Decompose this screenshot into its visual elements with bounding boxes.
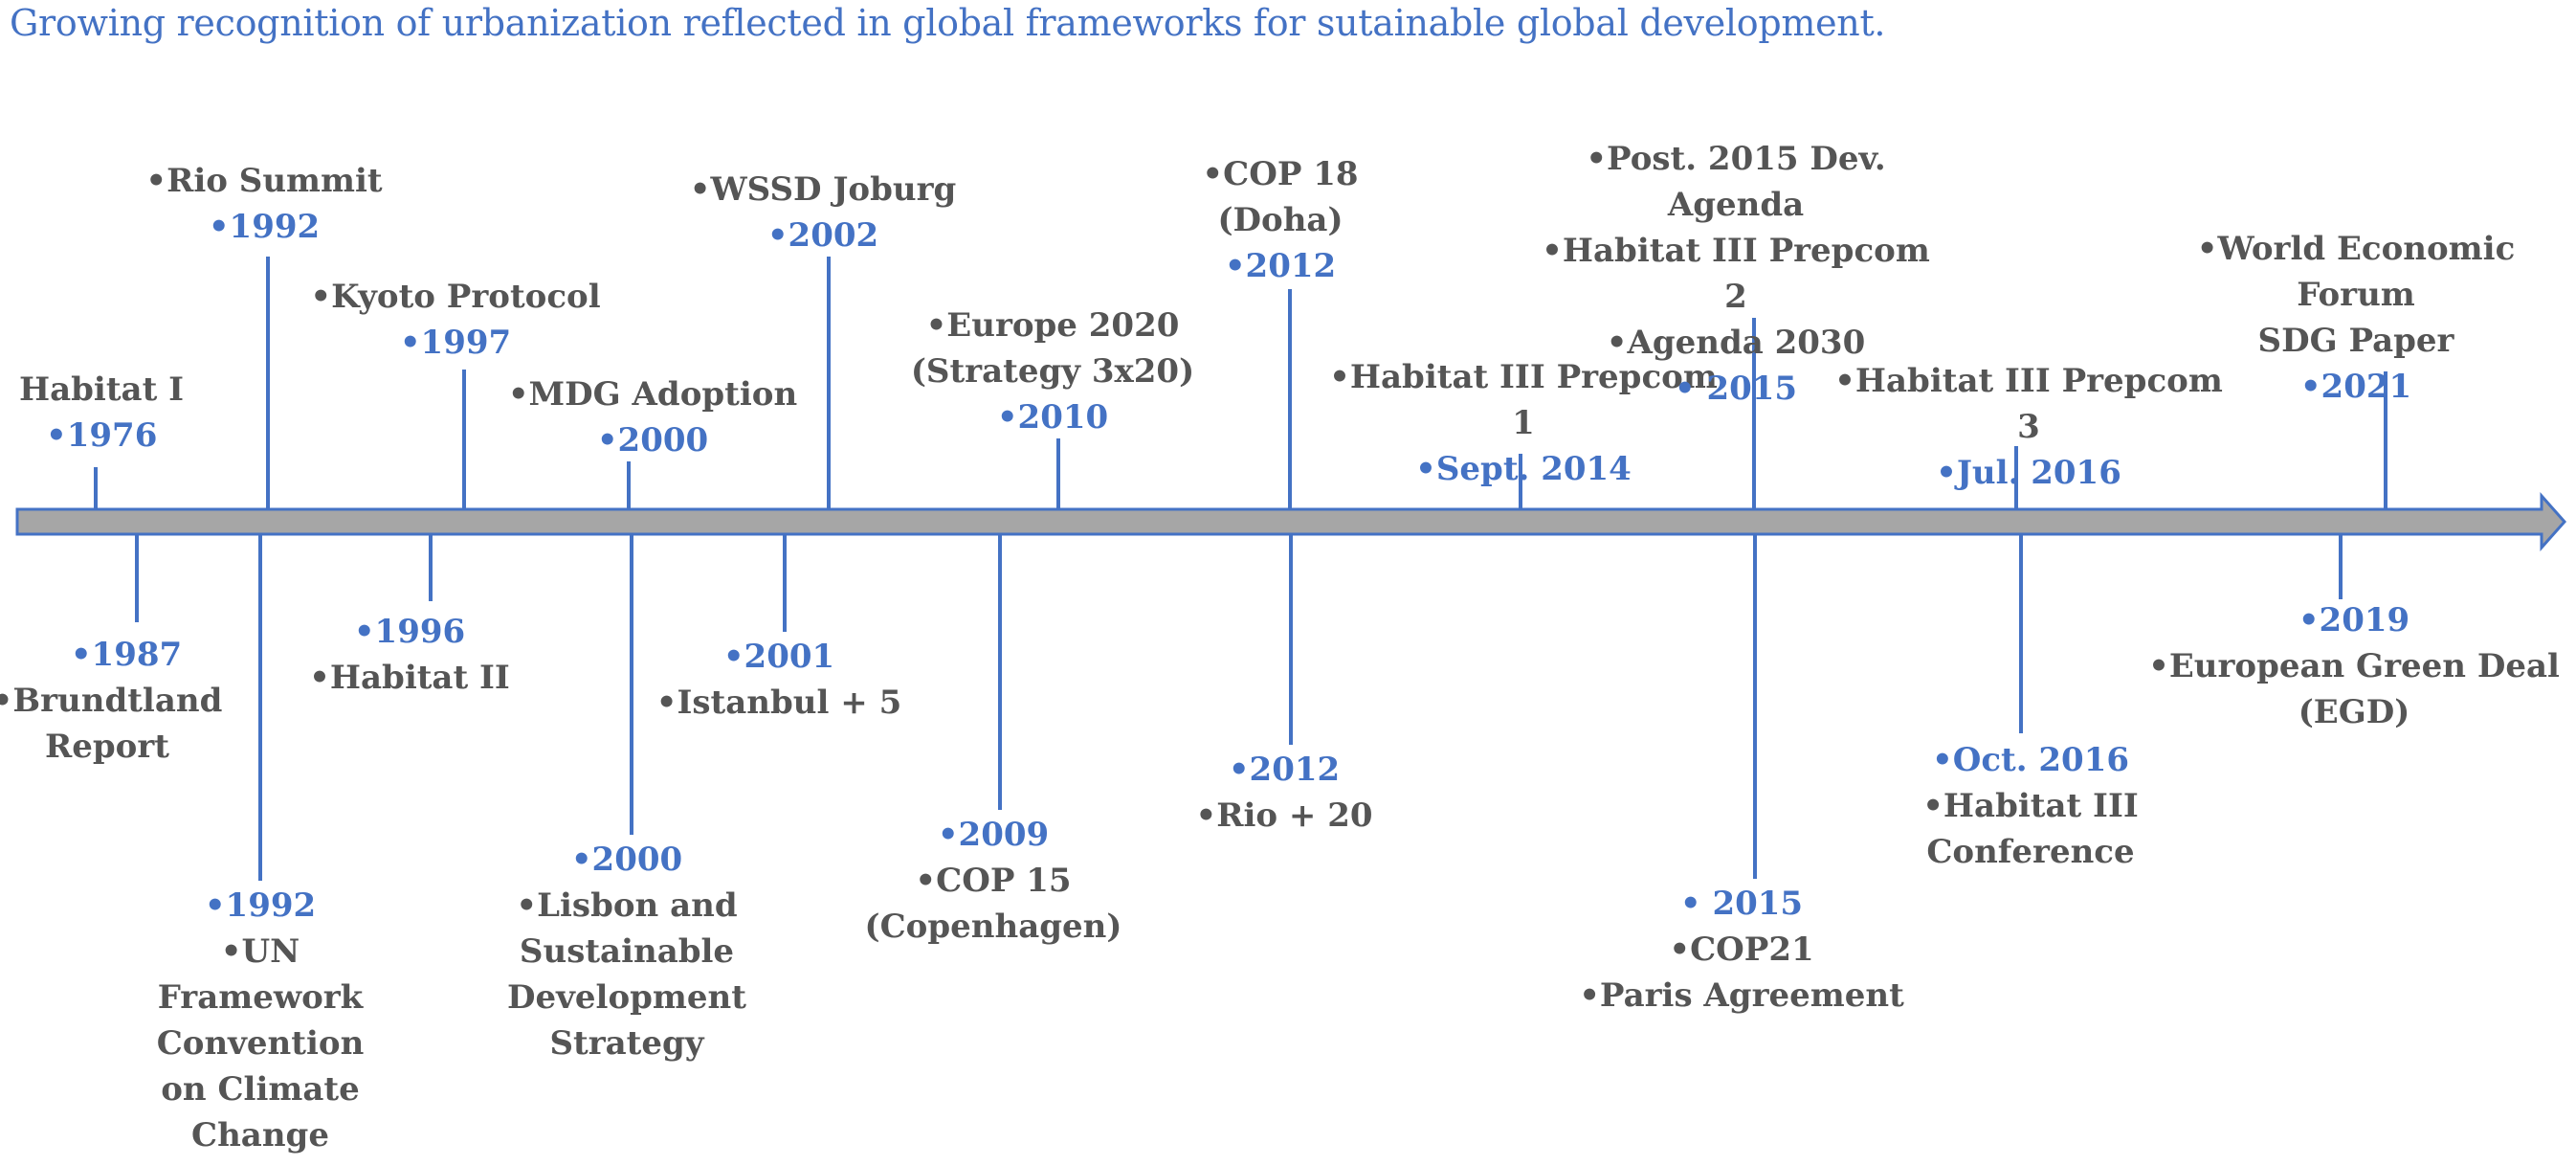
- event-label: Habitat I: [19, 370, 185, 409]
- event-year: •1992: [208, 208, 321, 246]
- event-label: •COP 18 (Doha): [1202, 155, 1359, 239]
- event-label: •Lisbon and Sustainable Development Stra…: [507, 886, 746, 1063]
- event-brundtland-report: •1987 •Brundtland Report: [0, 632, 318, 770]
- stems-above: [94, 257, 2387, 509]
- event-year: •2012: [1224, 247, 1337, 285]
- event-habitat-iii-conference: •Oct. 2016 •Habitat III Conference: [1820, 737, 2241, 875]
- event-label: •Rio + 20: [1195, 796, 1373, 835]
- event-cop-18: •COP 18 (Doha) •2012: [1070, 151, 1491, 289]
- event-label: •COP 15 (Copenhagen): [864, 862, 1122, 946]
- event-label: •COP21 •Paris Agreement: [1579, 931, 1904, 1015]
- event-label: •Europe 2020 (Strategy 3x20): [910, 306, 1195, 391]
- event-europe-2020: •Europe 2020 (Strategy 3x20) •2010: [842, 303, 1263, 440]
- event-istanbul-5: •2001 •Istanbul + 5: [568, 634, 989, 726]
- event-rio-20: •2012 •Rio + 20: [1074, 747, 1495, 839]
- event-mdg-adoption: •MDG Adoption •2000: [442, 371, 863, 463]
- stems-below: [135, 532, 2343, 881]
- event-label: •Habitat III Prepcom 3: [1834, 362, 2223, 446]
- event-label: •Istanbul + 5: [655, 684, 902, 722]
- event-year: •1987: [70, 636, 183, 674]
- event-year: •2002: [766, 216, 879, 255]
- event-year: • 2015: [1674, 370, 1798, 408]
- event-year: •2009: [937, 816, 1050, 854]
- event-year: •2001: [722, 638, 835, 676]
- event-label: •Habitat II: [309, 659, 510, 697]
- event-label: •UN Framework Convention on Climate Chan…: [156, 932, 365, 1155]
- event-label: •European Green Deal (EGD): [2148, 647, 2560, 731]
- event-wssd-joburg: •WSSD Joburg •2002: [612, 167, 1033, 258]
- event-unfccc: •1992 •UN Framework Convention on Climat…: [50, 883, 471, 1158]
- event-year: • 2015: [1679, 885, 1804, 923]
- event-year: •1992: [204, 886, 317, 925]
- diagram-title: Growing recognition of urbanization refl…: [10, 2, 1886, 44]
- event-habitat-iii-prepcom-3: •Habitat III Prepcom 3 •Jul. 2016: [1818, 358, 2239, 496]
- event-cop-15: •2009 •COP 15 (Copenhagen): [783, 812, 1204, 950]
- event-year: •Oct. 2016: [1931, 741, 2130, 779]
- event-label: •WSSD Joburg: [689, 170, 957, 209]
- event-label: •Kyoto Protocol: [310, 278, 601, 316]
- event-wef-sdg-paper: •World Economic Forum SDG Paper •2021: [2145, 226, 2566, 410]
- timeline-arrow: [15, 492, 2567, 551]
- event-label: •MDG Adoption: [507, 375, 798, 414]
- event-label: •Post. 2015 Dev. Agenda •Habitat III Pre…: [1542, 140, 1930, 362]
- event-agenda-2030: •Post. 2015 Dev. Agenda •Habitat III Pre…: [1525, 136, 1946, 412]
- event-label: •Rio Summit: [145, 162, 383, 200]
- event-year: •1976: [46, 416, 158, 455]
- event-year: •2000: [570, 841, 683, 879]
- event-label: •World Economic Forum SDG Paper: [2196, 230, 2516, 360]
- event-lisbon-strategy: •2000 •Lisbon and Sustainable Developmen…: [416, 837, 837, 1066]
- event-year: •2019: [2298, 601, 2410, 639]
- event-year: •2010: [996, 398, 1109, 437]
- event-label: •Habitat III Conference: [1922, 787, 2139, 871]
- event-habitat-i: Habitat I •1976: [19, 367, 440, 459]
- event-kyoto-protocol: •Kyoto Protocol •1997: [245, 274, 666, 366]
- event-year: •2012: [1228, 751, 1341, 789]
- event-label: •Habitat III Prepcom 1: [1329, 358, 1718, 442]
- event-cop21-paris: • 2015 •COP21 •Paris Agreement: [1531, 881, 1952, 1019]
- event-label: •Brundtland Report: [0, 682, 223, 766]
- event-year: •Jul. 2016: [1936, 454, 2121, 492]
- event-year: •2021: [2299, 368, 2412, 406]
- event-year: •1997: [399, 324, 512, 362]
- event-habitat-ii: •1996 •Habitat II: [199, 609, 620, 701]
- event-year: •Sept. 2014: [1415, 450, 1632, 488]
- event-year: •1996: [353, 613, 466, 651]
- event-european-green-deal: •2019 •European Green Deal (EGD): [2143, 597, 2565, 735]
- event-rio-summit: •Rio Summit •1992: [54, 158, 475, 250]
- event-year: •2000: [596, 421, 709, 460]
- event-habitat-iii-prepcom-1: •Habitat III Prepcom 1 •Sept. 2014: [1313, 354, 1734, 492]
